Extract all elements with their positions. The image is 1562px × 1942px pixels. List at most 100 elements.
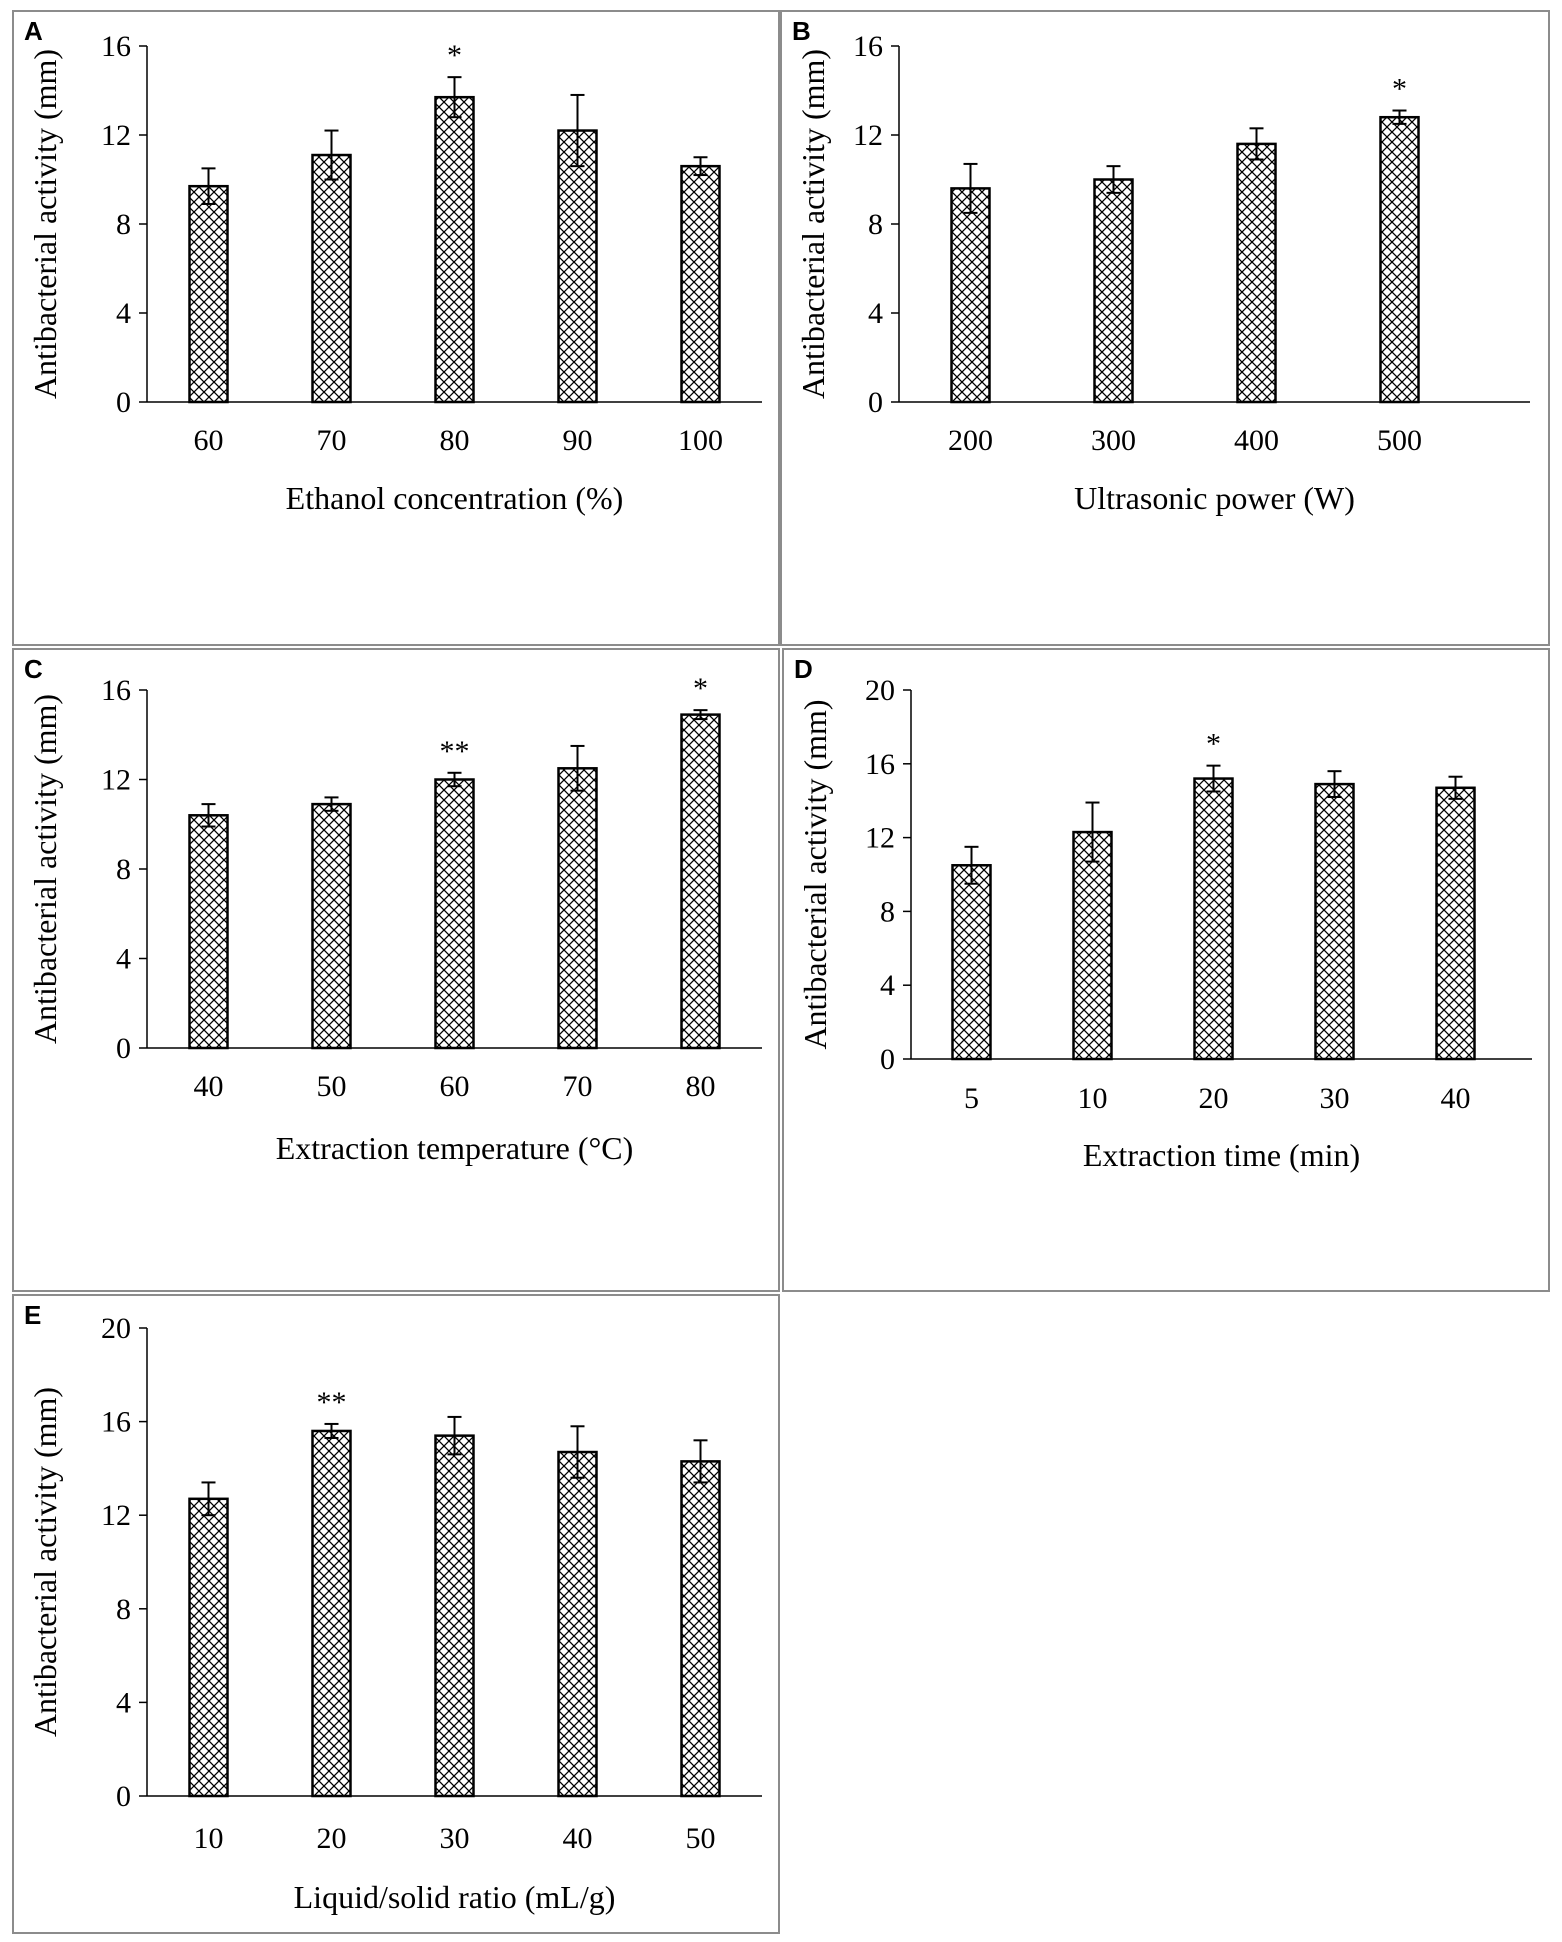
chart-d: D 0 4 8 12 16 20 5 10 * 20 30 40 Extraction time (min… <box>794 654 1532 1173</box>
significance-marker: * <box>1206 728 1221 761</box>
error-bar <box>693 156 708 177</box>
x-tick-label: 40 <box>1441 1082 1471 1115</box>
error-bar <box>324 129 339 181</box>
y-tick-label: 12 <box>101 764 131 797</box>
error-bar <box>447 76 462 119</box>
y-tick-label: 8 <box>880 895 895 928</box>
y-tick-label: 12 <box>865 822 895 855</box>
error-bar <box>570 744 585 792</box>
bar <box>950 187 991 404</box>
y-tick-label: 4 <box>116 943 131 976</box>
x-tick-label: 10 <box>1078 1082 1108 1115</box>
panel-e: E 0 4 8 12 16 20 10 ** 20 30 40 50 Liquid/solid ratio… <box>12 1294 780 1934</box>
x-tick-label: 10 <box>194 1822 224 1855</box>
x-tick-label: 20 <box>1199 1082 1229 1115</box>
y-tick-label: 4 <box>880 969 895 1002</box>
error-bar <box>201 167 216 205</box>
error-bar <box>693 709 708 721</box>
y-tick-label: 16 <box>865 748 895 781</box>
y-tick-label: 12 <box>853 119 883 152</box>
panel-letter: A <box>24 16 43 46</box>
y-tick-label: 4 <box>116 297 131 330</box>
y-axis-title: Antibacterial activity (mm) <box>27 1387 63 1737</box>
chart-b: B 0 4 8 12 16 200 300 400 * 500 Ultrasonic power (W… <box>792 16 1530 516</box>
x-tick-label: 80 <box>440 424 470 457</box>
panel-a: A 0 4 8 12 16 60 70 * 80 90 100 Ethanol concentratio… <box>12 10 780 646</box>
x-tick-label: 70 <box>317 424 347 457</box>
error-bar <box>201 1481 216 1517</box>
y-tick-label: 8 <box>116 853 131 886</box>
x-tick-label: 20 <box>317 1822 347 1855</box>
x-tick-label: 50 <box>686 1822 716 1855</box>
x-tick-label: 60 <box>440 1070 470 1103</box>
y-tick-label: 8 <box>116 1593 131 1626</box>
x-axis-title: Extraction temperature (°C) <box>276 1130 634 1166</box>
x-axis-title: Liquid/solid ratio (mL/g) <box>294 1879 616 1915</box>
y-tick-label: 12 <box>101 119 131 152</box>
x-tick-label: 5 <box>964 1082 979 1115</box>
panel-letter: B <box>792 16 811 46</box>
y-tick-label: 16 <box>853 30 883 63</box>
bar <box>680 164 721 404</box>
significance-marker: ** <box>317 1386 347 1419</box>
y-tick-label: 16 <box>101 30 131 63</box>
error-bar <box>964 845 979 885</box>
x-tick-label: 400 <box>1234 424 1279 457</box>
x-axis-title: Ethanol concentration (%) <box>286 480 624 516</box>
bar <box>680 713 721 1050</box>
x-tick-label: 70 <box>563 1070 593 1103</box>
y-tick-label: 16 <box>101 1406 131 1439</box>
significance-marker: * <box>447 39 462 72</box>
error-bar <box>1206 764 1221 793</box>
x-tick-label: 100 <box>678 424 723 457</box>
bar <box>1072 830 1113 1061</box>
y-tick-label: 0 <box>116 1780 131 1813</box>
error-bar <box>1085 801 1100 863</box>
bar <box>557 129 598 404</box>
y-tick-label: 4 <box>868 297 883 330</box>
panel-letter: C <box>24 654 43 684</box>
error-bar <box>447 1415 462 1456</box>
error-bar <box>1249 127 1264 161</box>
y-axis-title: Antibacterial activity (mm) <box>27 694 63 1044</box>
bar <box>311 153 352 404</box>
panel-c: C 0 4 8 12 16 40 50 ** 60 70 * 80 Extraction temperat… <box>12 648 780 1292</box>
y-tick-label: 12 <box>101 1499 131 1532</box>
x-tick-label: 300 <box>1091 424 1136 457</box>
y-tick-label: 20 <box>865 674 895 707</box>
chart-e: E 0 4 8 12 16 20 10 ** 20 30 40 50 Liquid/solid ratio… <box>24 1300 762 1915</box>
significance-marker: * <box>693 672 708 705</box>
y-axis-title: Antibacterial activity (mm) <box>795 49 831 399</box>
y-tick-label: 20 <box>101 1312 131 1345</box>
x-axis-title: Extraction time (min) <box>1083 1137 1360 1173</box>
error-bar <box>324 796 339 812</box>
significance-marker: ** <box>440 735 470 768</box>
error-bar <box>1106 165 1121 194</box>
error-bar <box>324 1422 339 1439</box>
bar <box>1314 782 1355 1061</box>
significance-marker: * <box>1392 73 1407 106</box>
bar <box>1093 178 1134 404</box>
x-tick-label: 50 <box>317 1070 347 1103</box>
bar <box>1193 777 1234 1061</box>
panel-letter: D <box>794 654 813 684</box>
panel-letter: E <box>24 1300 41 1330</box>
chart-c: C 0 4 8 12 16 40 50 ** 60 70 * 80 Extraction temperat… <box>24 654 762 1166</box>
error-bar <box>570 1425 585 1479</box>
bar <box>188 184 229 404</box>
error-bar <box>963 162 978 214</box>
error-bar <box>447 771 462 788</box>
y-tick-label: 0 <box>868 386 883 419</box>
y-tick-label: 0 <box>116 1032 131 1065</box>
bar <box>557 1450 598 1798</box>
error-bar <box>1327 770 1342 799</box>
bar <box>1236 142 1277 404</box>
y-axis-title: Antibacterial activity (mm) <box>27 49 63 399</box>
x-tick-label: 30 <box>440 1822 470 1855</box>
bar <box>434 1434 475 1798</box>
bar <box>434 95 475 404</box>
y-tick-label: 0 <box>116 386 131 419</box>
y-tick-label: 4 <box>116 1686 131 1719</box>
y-tick-label: 8 <box>868 208 883 241</box>
bar <box>188 814 229 1050</box>
